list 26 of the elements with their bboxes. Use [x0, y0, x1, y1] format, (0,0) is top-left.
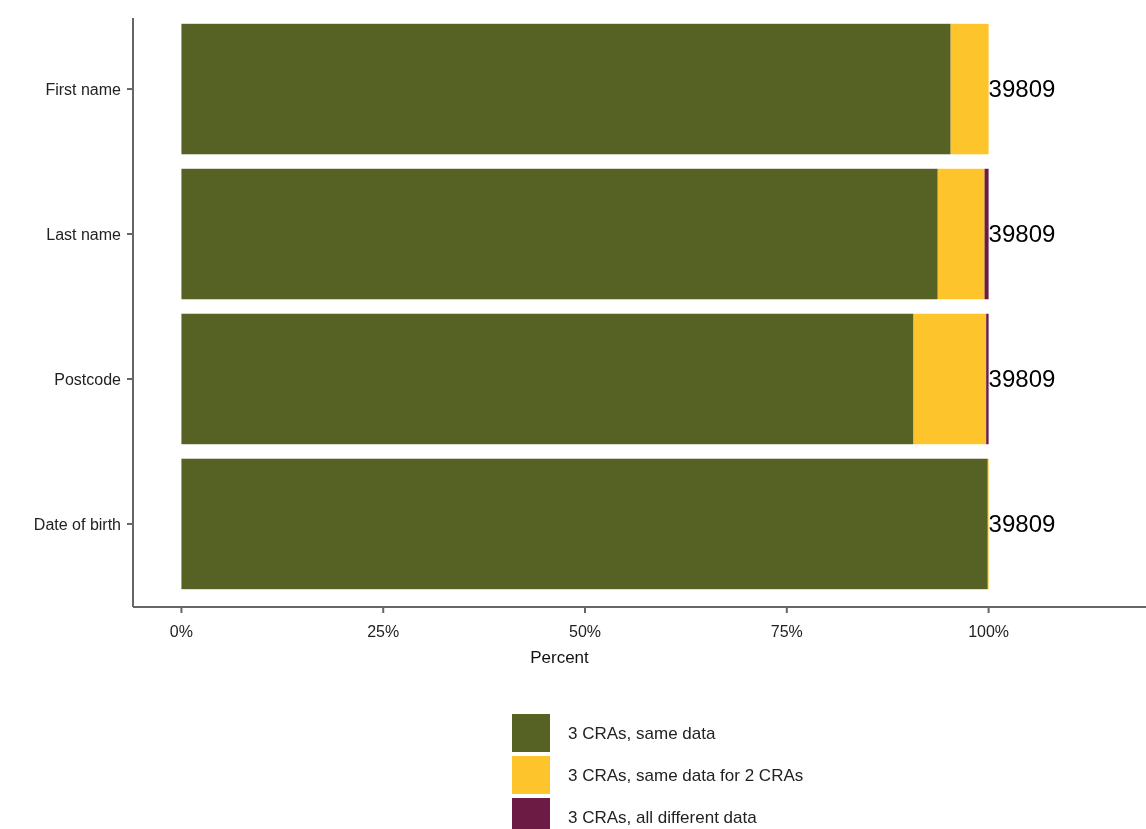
bar: [937, 168, 985, 300]
y-tick-label: Last name: [46, 225, 122, 243]
annotation: 39809: [988, 75, 1056, 103]
bar: [181, 23, 951, 155]
y-tick-label: Postcode: [54, 370, 122, 388]
bar: [181, 168, 938, 300]
x-tick-label: 75%: [770, 623, 803, 640]
legend-label: 3 CRAs, same data for 2 CRAs: [568, 765, 804, 785]
y-tick-label: Date of birth: [33, 515, 121, 533]
bar: [950, 23, 989, 155]
legend-label: 3 CRAs, all different data: [568, 807, 758, 827]
bar: [913, 313, 987, 445]
annotation: 39809: [988, 510, 1056, 538]
legend-label: 3 CRAs, same data: [568, 723, 716, 743]
annotation: 39809: [988, 220, 1056, 248]
bar: [181, 313, 914, 445]
x-tick-label: 0%: [169, 623, 193, 640]
bar: [181, 458, 988, 590]
x-axis-title: Percent: [530, 648, 590, 667]
y-tick-label: First name: [45, 80, 122, 98]
x-tick-label: 25%: [367, 623, 400, 640]
bar: [986, 313, 989, 445]
x-tick-label: 50%: [569, 623, 602, 640]
x-tick-label: 100%: [968, 623, 1010, 640]
bar: [984, 168, 989, 300]
annotation: 39809: [988, 365, 1056, 393]
